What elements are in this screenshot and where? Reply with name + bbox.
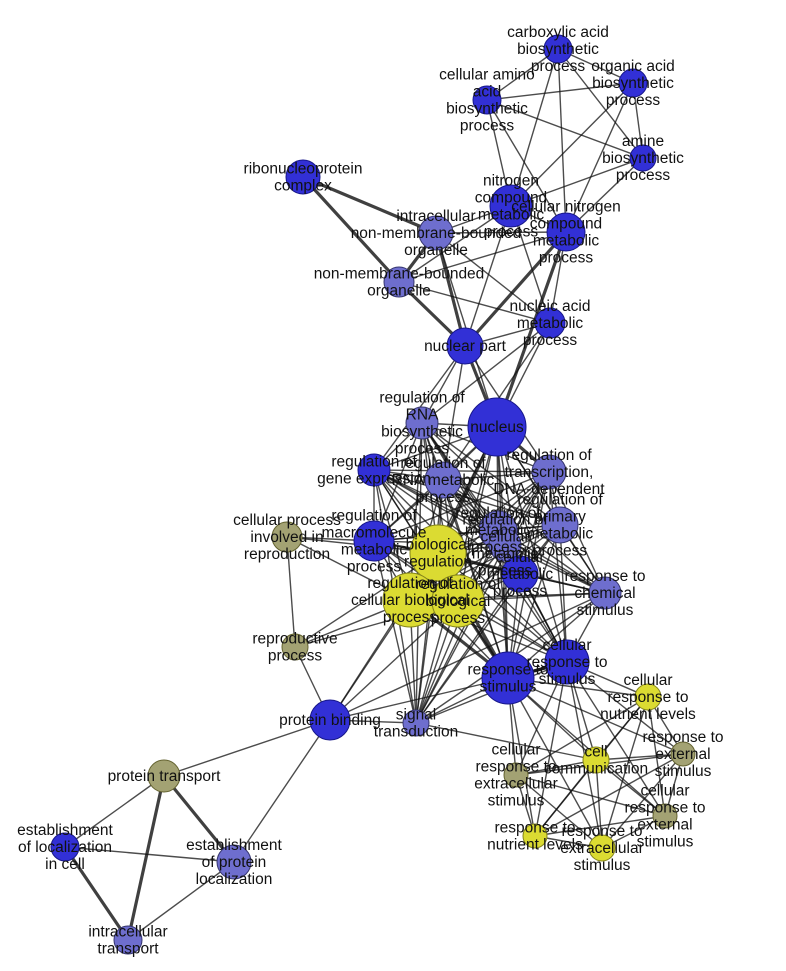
svg-text:process: process xyxy=(523,332,578,349)
svg-text:process: process xyxy=(539,250,594,267)
svg-text:extracellular: extracellular xyxy=(560,840,644,857)
svg-text:cellular: cellular xyxy=(491,742,540,759)
svg-text:carboxylic acid: carboxylic acid xyxy=(507,24,609,41)
svg-text:non-membrane-bounded: non-membrane-bounded xyxy=(314,266,485,283)
svg-text:external: external xyxy=(655,746,710,763)
svg-text:chemical: chemical xyxy=(574,585,635,602)
svg-text:metabolic: metabolic xyxy=(341,542,408,559)
svg-text:process: process xyxy=(616,167,671,184)
svg-text:cellular: cellular xyxy=(623,672,672,689)
svg-text:biosynthetic: biosynthetic xyxy=(381,424,463,441)
svg-text:stimulus: stimulus xyxy=(539,671,596,688)
svg-text:cell: cell xyxy=(584,744,607,761)
svg-text:process: process xyxy=(347,559,402,576)
svg-text:ribonucleoprotein: ribonucleoprotein xyxy=(244,161,363,178)
svg-text:nuclear part: nuclear part xyxy=(424,338,507,355)
svg-text:stimulus: stimulus xyxy=(574,857,631,874)
svg-text:transport: transport xyxy=(97,941,159,958)
svg-text:cellular process: cellular process xyxy=(233,512,341,529)
svg-text:stimulus: stimulus xyxy=(637,834,694,851)
svg-text:localization: localization xyxy=(196,871,273,888)
svg-text:cellular amino: cellular amino xyxy=(439,67,535,84)
svg-text:nitrogen: nitrogen xyxy=(483,173,539,190)
svg-text:stimulus: stimulus xyxy=(480,679,537,696)
svg-text:organelle: organelle xyxy=(367,283,431,300)
svg-text:response to: response to xyxy=(643,729,724,746)
svg-text:non-membrane-bounded: non-membrane-bounded xyxy=(351,225,522,242)
svg-text:process: process xyxy=(416,489,471,506)
svg-text:extracellular: extracellular xyxy=(474,776,558,793)
svg-text:regulation: regulation xyxy=(404,554,472,571)
svg-text:transduction: transduction xyxy=(374,724,458,741)
svg-text:stimulus: stimulus xyxy=(577,602,634,619)
svg-text:regulation of: regulation of xyxy=(400,455,486,472)
svg-text:process: process xyxy=(383,609,438,626)
svg-text:stimulus: stimulus xyxy=(488,793,545,810)
svg-text:cellular: cellular xyxy=(542,637,591,654)
svg-text:organelle: organelle xyxy=(404,242,468,259)
svg-text:reproduction: reproduction xyxy=(244,546,330,563)
svg-text:cellular: cellular xyxy=(495,549,544,566)
svg-text:of protein: of protein xyxy=(202,854,267,871)
svg-text:RNA: RNA xyxy=(406,407,439,424)
svg-text:process: process xyxy=(493,583,548,600)
svg-text:communication: communication xyxy=(544,761,648,778)
svg-text:biosynthetic: biosynthetic xyxy=(602,150,684,167)
svg-text:external: external xyxy=(637,817,692,834)
svg-text:biological: biological xyxy=(406,537,471,554)
svg-text:process: process xyxy=(531,58,586,75)
svg-text:response to: response to xyxy=(565,568,646,585)
svg-text:response to: response to xyxy=(625,800,706,817)
svg-text:nucleus: nucleus xyxy=(470,419,524,436)
svg-text:intracellular: intracellular xyxy=(396,208,475,225)
svg-text:involved in: involved in xyxy=(250,529,323,546)
svg-text:biosynthetic: biosynthetic xyxy=(446,101,528,118)
svg-text:nucleic acid: nucleic acid xyxy=(510,298,591,315)
svg-text:signal: signal xyxy=(396,707,437,724)
svg-text:amine: amine xyxy=(622,133,664,150)
svg-text:intracellular: intracellular xyxy=(88,924,167,941)
svg-text:biosynthetic: biosynthetic xyxy=(517,41,599,58)
svg-text:process: process xyxy=(431,610,486,627)
svg-text:establishment: establishment xyxy=(186,837,282,854)
svg-text:organic acid: organic acid xyxy=(591,58,675,75)
svg-text:process: process xyxy=(268,648,323,665)
svg-text:RNA metabolic: RNA metabolic xyxy=(392,472,495,489)
svg-text:process: process xyxy=(606,92,661,109)
svg-text:complex: complex xyxy=(274,178,332,195)
svg-text:cellular: cellular xyxy=(640,783,689,800)
svg-text:compound: compound xyxy=(530,216,602,233)
svg-text:regulation of: regulation of xyxy=(379,390,465,407)
svg-text:regulation of: regulation of xyxy=(331,508,417,525)
svg-text:cellular nitrogen: cellular nitrogen xyxy=(511,199,620,216)
svg-text:biosynthetic: biosynthetic xyxy=(592,75,674,92)
svg-text:transcription,: transcription, xyxy=(505,464,594,481)
svg-text:establishment: establishment xyxy=(17,822,113,839)
svg-text:regulation of: regulation of xyxy=(415,576,501,593)
svg-text:reproductive: reproductive xyxy=(252,631,337,648)
svg-text:regulation of: regulation of xyxy=(506,447,592,464)
svg-text:process: process xyxy=(460,118,515,135)
svg-text:response to: response to xyxy=(527,654,608,671)
svg-text:stimulus: stimulus xyxy=(655,763,712,780)
svg-text:acid: acid xyxy=(473,84,501,101)
svg-text:metabolic: metabolic xyxy=(533,233,600,250)
svg-text:response to: response to xyxy=(608,689,689,706)
svg-text:of localization: of localization xyxy=(18,839,112,856)
svg-text:metabolic: metabolic xyxy=(517,315,584,332)
svg-text:response to: response to xyxy=(562,823,643,840)
svg-text:cellular: cellular xyxy=(480,529,529,546)
svg-text:protein binding: protein binding xyxy=(279,712,381,729)
svg-text:response to: response to xyxy=(476,759,557,776)
svg-text:in cell: in cell xyxy=(45,856,85,873)
svg-text:protein transport: protein transport xyxy=(108,768,222,785)
svg-text:nutrient levels: nutrient levels xyxy=(600,706,696,723)
svg-text:regulation of: regulation of xyxy=(462,512,548,529)
svg-text:biological: biological xyxy=(426,593,491,610)
